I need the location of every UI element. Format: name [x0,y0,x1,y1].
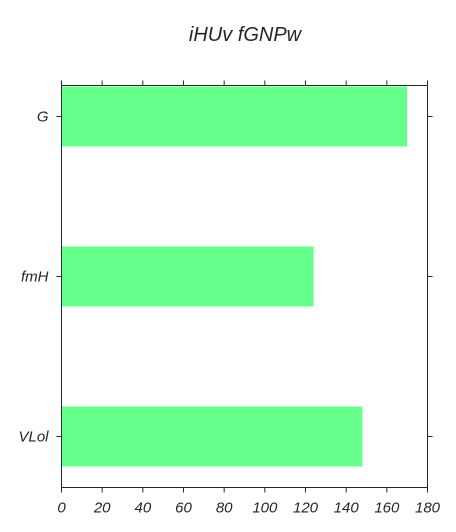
x-tick-label: 60 [175,500,192,517]
x-tick-label: 140 [334,500,360,517]
chart-title: iHUv fGNPw [189,24,303,46]
bar-g [61,86,408,147]
x-tick-label: 160 [374,500,400,517]
bars-group [61,86,408,467]
bar-fmh [61,246,314,307]
x-tick-label: 20 [93,500,111,517]
y-tick-label: G [37,109,49,126]
x-tick-label: 80 [216,500,233,517]
x-tick-label: 0 [57,500,66,517]
y-tick-label: fmH [21,269,49,286]
bar-vlol [61,406,363,467]
x-tick-label: 180 [415,500,441,517]
plot-frame [61,85,428,488]
y-tick-label: VLol [18,429,49,446]
x-tick-label: 40 [134,500,151,517]
x-tick-label: 100 [252,500,278,517]
x-tick-label: 120 [293,500,319,517]
